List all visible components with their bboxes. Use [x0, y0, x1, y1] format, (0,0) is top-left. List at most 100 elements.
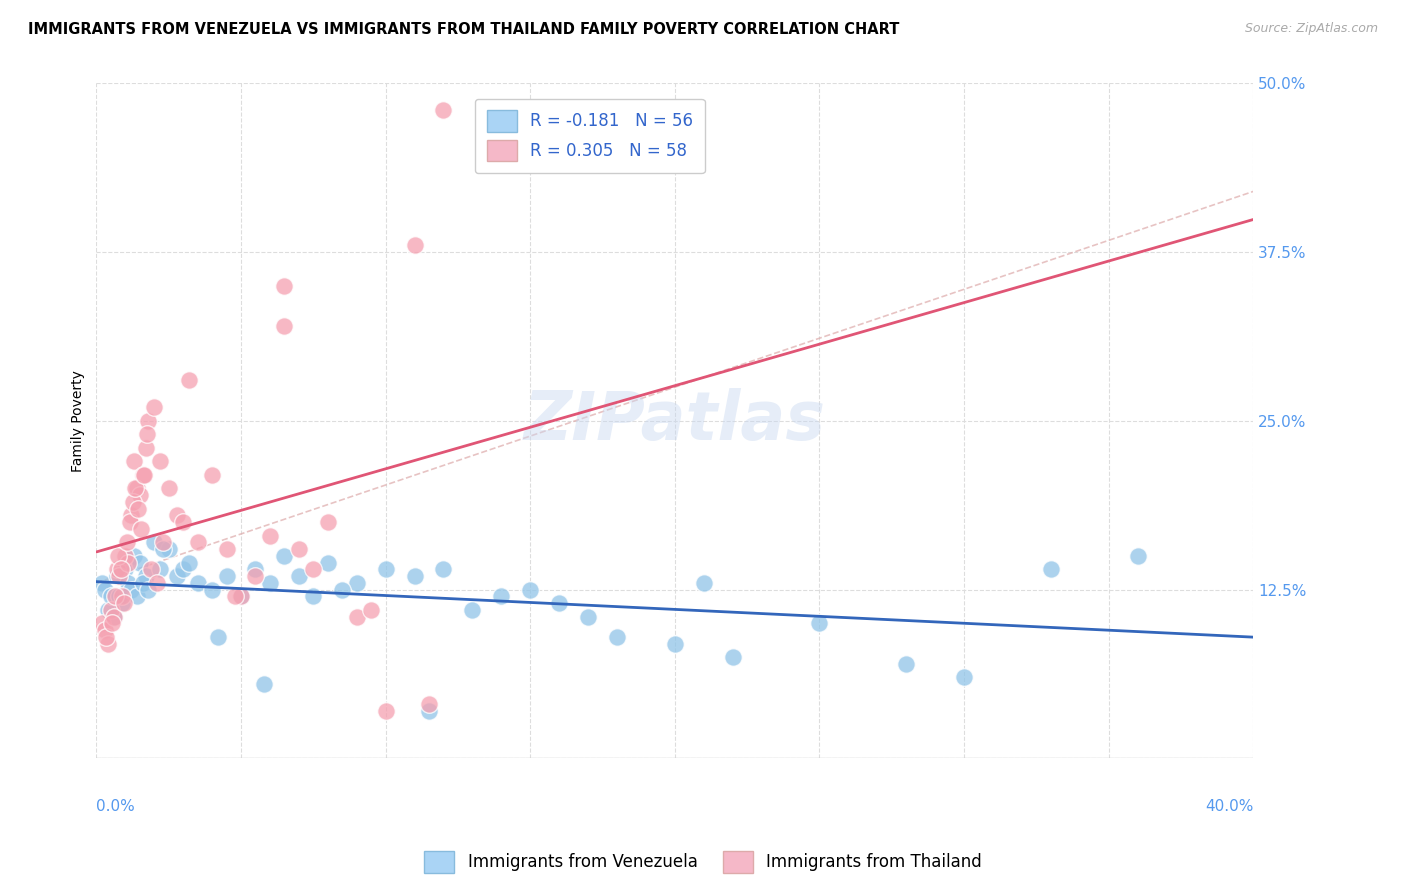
Point: [404, 569, 426, 583]
Point: [346, 575, 368, 590]
Text: ZIPatlas: ZIPatlas: [524, 388, 825, 454]
Point: [97, 637, 120, 651]
Point: [273, 279, 295, 293]
Point: [273, 549, 295, 563]
Point: [121, 495, 143, 509]
Point: [110, 562, 132, 576]
Point: [105, 569, 128, 583]
Point: [896, 657, 918, 671]
Point: [693, 575, 716, 590]
Point: [519, 582, 541, 597]
Point: [100, 603, 122, 617]
Point: [128, 556, 150, 570]
Point: [111, 590, 134, 604]
Point: [122, 454, 145, 468]
Point: [138, 582, 160, 597]
Point: [146, 575, 169, 590]
Point: [129, 522, 152, 536]
Point: [117, 575, 139, 590]
Point: [229, 590, 252, 604]
Point: [114, 562, 136, 576]
Point: [330, 582, 353, 597]
Point: [103, 609, 125, 624]
Point: [112, 596, 135, 610]
Point: [100, 590, 122, 604]
Point: [103, 609, 125, 624]
Legend: Immigrants from Venezuela, Immigrants from Thailand: Immigrants from Venezuela, Immigrants fr…: [418, 845, 988, 880]
Point: [418, 698, 440, 712]
Point: [808, 616, 831, 631]
Point: [207, 630, 229, 644]
Point: [166, 508, 188, 523]
Point: [127, 501, 149, 516]
Point: [94, 582, 117, 597]
Point: [149, 562, 172, 576]
Text: Source: ZipAtlas.com: Source: ZipAtlas.com: [1244, 22, 1378, 36]
Point: [664, 637, 686, 651]
Point: [721, 650, 744, 665]
Point: [108, 569, 131, 583]
Point: [122, 549, 145, 563]
Point: [157, 542, 180, 557]
Legend: R = -0.181   N = 56, R = 0.305   N = 58: R = -0.181 N = 56, R = 0.305 N = 58: [475, 98, 704, 173]
Point: [97, 603, 120, 617]
Point: [101, 616, 124, 631]
Text: IMMIGRANTS FROM VENEZUELA VS IMMIGRANTS FROM THAILAND FAMILY POVERTY CORRELATION: IMMIGRANTS FROM VENEZUELA VS IMMIGRANTS …: [28, 22, 900, 37]
Point: [104, 590, 127, 604]
Point: [1039, 562, 1062, 576]
Point: [152, 535, 174, 549]
Point: [187, 575, 209, 590]
Point: [245, 569, 267, 583]
Point: [302, 562, 325, 576]
Point: [117, 556, 139, 570]
Point: [229, 590, 252, 604]
Point: [125, 482, 148, 496]
Point: [374, 704, 396, 718]
Point: [166, 569, 188, 583]
Point: [115, 535, 138, 549]
Point: [201, 467, 224, 482]
Point: [143, 401, 166, 415]
Point: [259, 528, 281, 542]
Point: [346, 609, 368, 624]
Point: [124, 482, 146, 496]
Point: [134, 569, 156, 583]
Point: [418, 704, 440, 718]
Text: 40.0%: 40.0%: [1205, 799, 1253, 814]
Point: [177, 373, 200, 387]
Y-axis label: Family Poverty: Family Poverty: [72, 370, 86, 472]
Point: [94, 623, 117, 637]
Point: [316, 515, 339, 529]
Point: [953, 670, 976, 684]
Point: [132, 467, 155, 482]
Point: [125, 590, 148, 604]
Point: [131, 575, 153, 590]
Point: [120, 582, 142, 597]
Point: [149, 454, 172, 468]
Point: [177, 556, 200, 570]
Point: [491, 590, 513, 604]
Point: [105, 562, 128, 576]
Text: 0.0%: 0.0%: [97, 799, 135, 814]
Point: [316, 556, 339, 570]
Point: [136, 427, 159, 442]
Point: [114, 549, 136, 563]
Point: [432, 103, 454, 118]
Point: [141, 562, 163, 576]
Point: [120, 508, 142, 523]
Point: [134, 441, 156, 455]
Point: [224, 590, 246, 604]
Point: [91, 616, 114, 631]
Point: [576, 609, 599, 624]
Point: [273, 319, 295, 334]
Point: [201, 582, 224, 597]
Point: [215, 569, 238, 583]
Point: [172, 515, 194, 529]
Point: [245, 562, 267, 576]
Point: [404, 238, 426, 252]
Point: [157, 482, 180, 496]
Point: [288, 542, 311, 557]
Point: [548, 596, 571, 610]
Point: [259, 575, 281, 590]
Point: [118, 515, 141, 529]
